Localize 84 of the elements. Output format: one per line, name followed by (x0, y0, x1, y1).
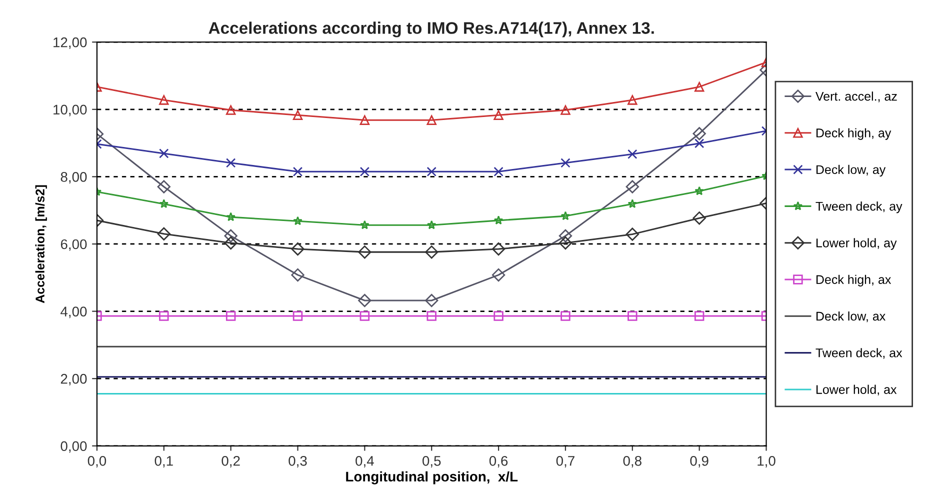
point (628, 311, 638, 321)
point (494, 110, 504, 120)
point (292, 311, 303, 321)
x-tick-label: 0,1 (154, 456, 173, 468)
point (426, 166, 436, 176)
x-tick-label: 0,7 (556, 456, 574, 468)
point (292, 110, 303, 120)
x-tick-label: 0,5 (422, 456, 441, 468)
point (692, 127, 706, 140)
y-tick-label: 2,00 (60, 374, 87, 386)
y-tick-label: 0,00 (60, 441, 87, 453)
point (360, 166, 370, 176)
point (692, 211, 706, 225)
legend-label: Deck high, ay (816, 128, 892, 140)
point (558, 236, 572, 250)
point (226, 158, 236, 168)
point (159, 95, 169, 105)
point (425, 294, 438, 308)
legend-label: Tween deck, ax (816, 348, 902, 359)
point (494, 311, 504, 321)
point (226, 105, 236, 115)
x-tick-label: 0,0 (88, 456, 106, 468)
point (426, 115, 436, 126)
point (628, 95, 638, 105)
y-tick-label: 12,00 (54, 37, 87, 49)
point (224, 229, 238, 242)
point (358, 294, 372, 308)
point (159, 311, 169, 321)
point (293, 216, 302, 226)
point (360, 115, 370, 126)
point (159, 199, 169, 208)
y-tick-label: 8,00 (60, 172, 87, 184)
point (360, 311, 370, 321)
x-tick-label: 0,2 (222, 456, 240, 468)
legend-label: Deck low, ay (816, 164, 886, 177)
x-tick-label: 0,3 (288, 456, 307, 468)
point (226, 212, 236, 222)
legend-label: Deck high, ax (816, 274, 892, 286)
point (628, 199, 638, 208)
point (291, 268, 304, 282)
point (560, 311, 570, 321)
y-tick-label: 4,00 (60, 306, 87, 318)
y-axis-title: Acceleration, [m/s2] (35, 185, 47, 304)
point (694, 82, 704, 92)
point (628, 149, 638, 159)
legend-label: Lower hold, ay (816, 238, 897, 250)
legend-label: Vert. accel., az (816, 92, 897, 102)
point (560, 105, 570, 115)
point (492, 242, 506, 256)
point (426, 220, 436, 230)
point (358, 245, 372, 259)
point (224, 236, 238, 250)
point (159, 148, 169, 158)
chart-title: Accelerations according to IMO Res.A714(17), Annex 13. (208, 22, 654, 38)
point (560, 158, 570, 168)
x-tick-label: 0,8 (623, 456, 642, 468)
point (492, 268, 506, 282)
legend-label: Lower hold, ax (816, 384, 897, 396)
point (425, 245, 438, 259)
x-tick-label: 1,0 (758, 456, 776, 468)
point (694, 186, 704, 196)
point (157, 180, 170, 194)
y-tick-label: 6,00 (60, 239, 87, 251)
x-tick-label: 0,4 (356, 456, 374, 468)
point (226, 311, 236, 321)
point (494, 166, 504, 176)
x-tick-label: 0,6 (489, 456, 508, 468)
x-axis-title: Longitudinal position, x/L (346, 471, 518, 484)
x-tick-label: 0,9 (690, 456, 708, 468)
point (360, 220, 370, 230)
legend-label: Tween deck, ay (816, 202, 902, 214)
point (626, 180, 639, 194)
legend-label: Deck low, ax (816, 311, 886, 322)
point (291, 242, 304, 256)
y-tick-label: 10,00 (54, 104, 87, 116)
point (426, 311, 436, 321)
point (694, 311, 704, 321)
point (494, 216, 504, 224)
point (626, 228, 639, 241)
point (558, 229, 572, 242)
point (292, 166, 303, 176)
point (157, 227, 170, 240)
point (560, 211, 570, 220)
point (694, 138, 704, 148)
